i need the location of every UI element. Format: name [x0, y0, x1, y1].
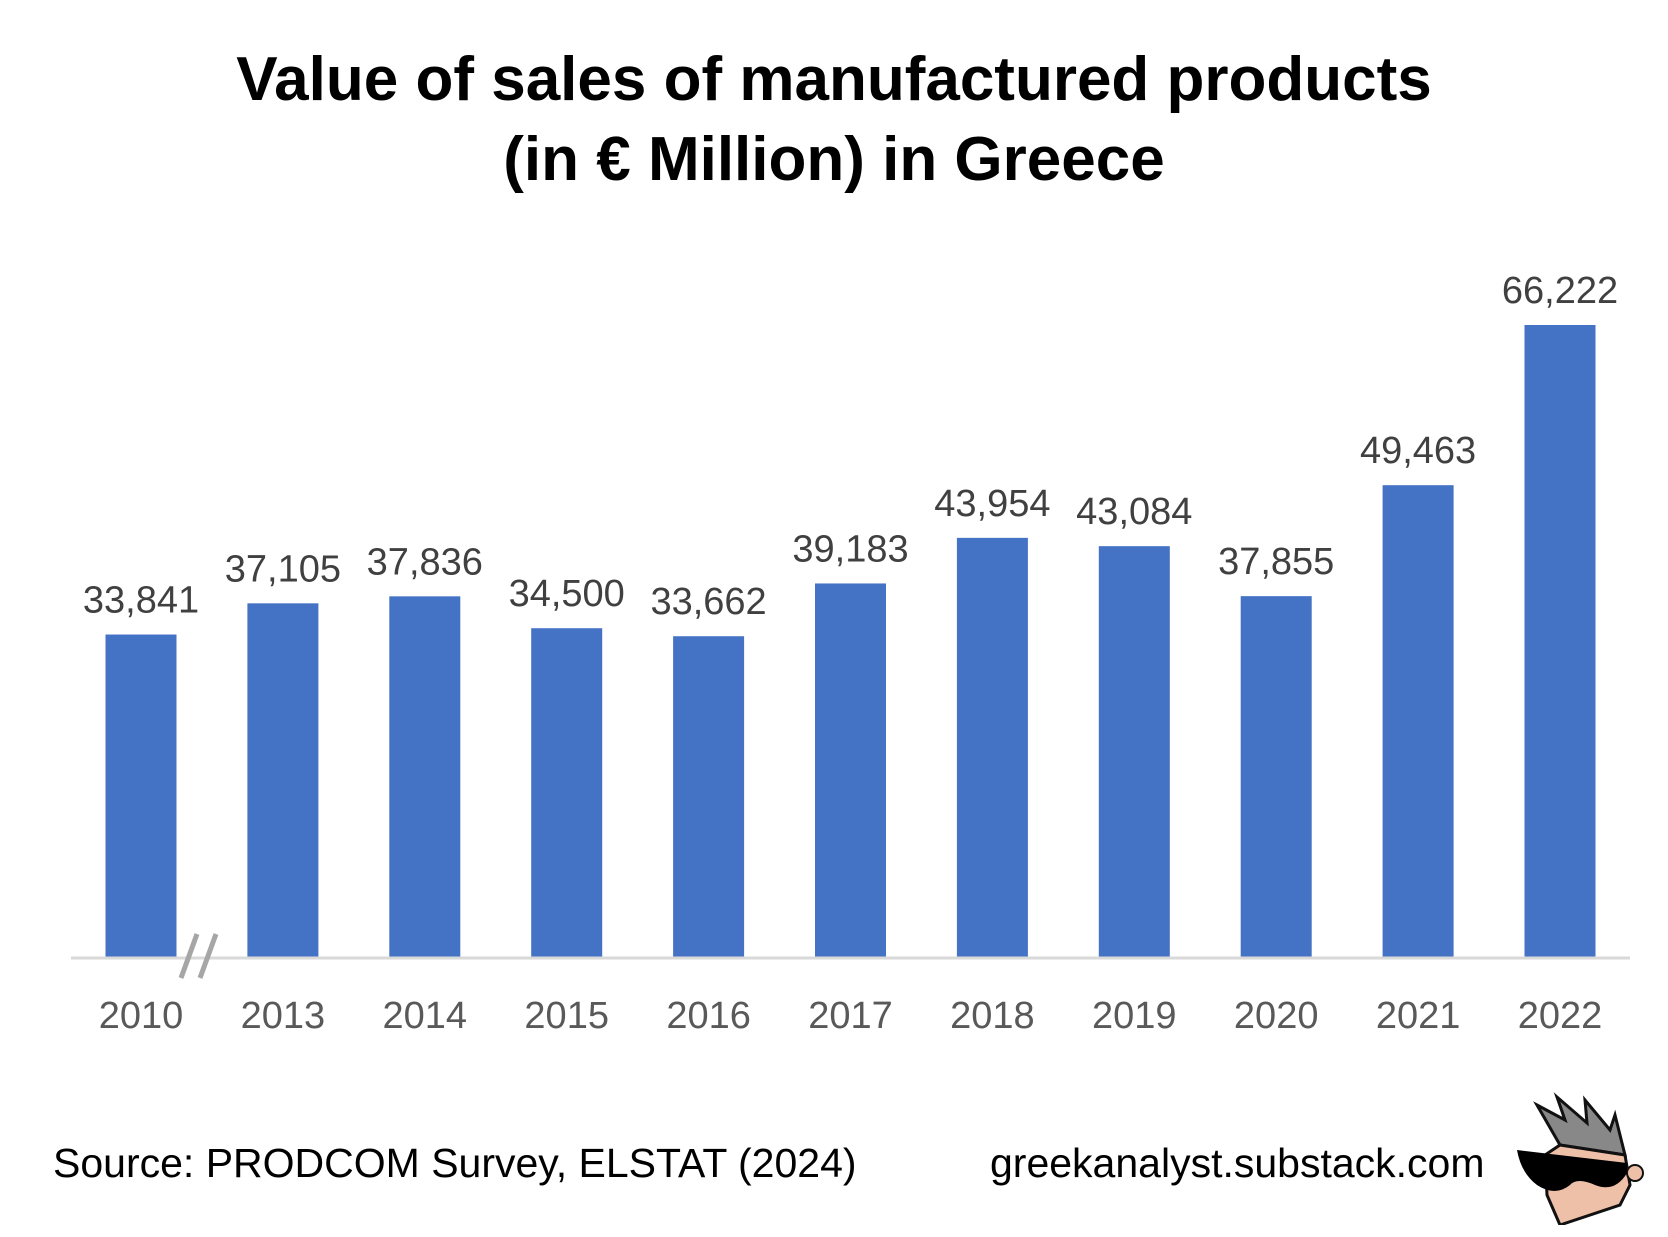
data-label: 33,662 [650, 581, 766, 623]
bar-2014 [389, 596, 461, 958]
bar-2017 [815, 583, 886, 958]
data-label: 37,836 [367, 541, 483, 583]
chart-title-line2: (in € Million) in Greece [503, 125, 1165, 194]
data-label: 49,463 [1360, 430, 1476, 472]
data-label: 43,954 [934, 483, 1050, 525]
x-tick-label: 2022 [1518, 995, 1603, 1037]
data-label: 34,500 [509, 573, 625, 615]
x-tick-label: 2020 [1234, 995, 1319, 1037]
x-tick-label: 2014 [383, 995, 468, 1037]
x-tick-label: 2019 [1092, 995, 1177, 1037]
x-tick-label: 2017 [808, 995, 893, 1037]
x-tick-label: 2021 [1376, 995, 1461, 1037]
data-label: 37,105 [225, 548, 341, 590]
website-link[interactable]: greekanalyst.substack.com [990, 1140, 1485, 1186]
data-label: 43,084 [1076, 491, 1192, 533]
bar-2020 [1240, 596, 1312, 958]
bar-2018 [956, 537, 1028, 958]
axis-break-mark [178, 933, 200, 979]
bar-2021 [1382, 485, 1454, 958]
x-tick-label: 2016 [666, 995, 751, 1037]
bar-2015 [531, 628, 603, 958]
chart-title-line1: Value of sales of manufactured products [236, 45, 1432, 114]
bar-2016 [673, 636, 745, 958]
data-label: 39,183 [792, 528, 908, 570]
cartoon-head-sunglasses-icon [1517, 1092, 1644, 1225]
x-tick-label: 2010 [99, 995, 184, 1037]
x-tick-label: 2018 [950, 995, 1035, 1037]
bar-2013 [247, 603, 319, 958]
data-label: 33,841 [83, 580, 199, 622]
x-tick-label: 2015 [524, 995, 609, 1037]
source-note: Source: PRODCOM Survey, ELSTAT (2024) [53, 1140, 857, 1186]
bar-chart: 33,841 2010 37,105 2013 37,836 2014 34,500 2015… [71, 270, 1630, 1037]
bar-2019 [1098, 546, 1170, 958]
bar-2010 [105, 634, 177, 958]
bar-2022 [1524, 325, 1596, 958]
data-label: 66,222 [1502, 270, 1618, 312]
data-label: 37,855 [1218, 541, 1334, 583]
axis-break-mark [197, 933, 219, 979]
x-tick-label: 2013 [241, 995, 326, 1037]
